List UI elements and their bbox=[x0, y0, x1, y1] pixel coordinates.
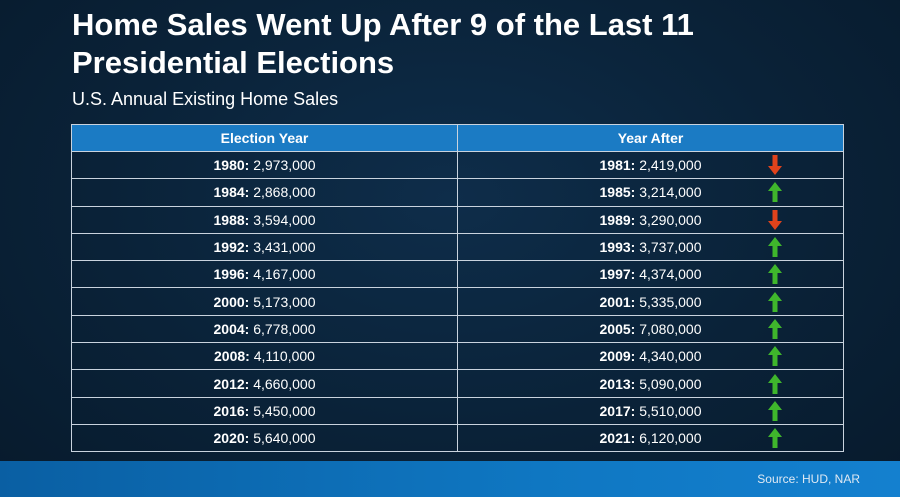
up-arrow-icon bbox=[768, 237, 782, 258]
year-label: 2016: bbox=[213, 402, 250, 419]
sales-value: 4,660,000 bbox=[253, 375, 316, 392]
table-row: 2008: 4,110,000 2009: 4,340,000 bbox=[71, 342, 844, 371]
year-label: 1980: bbox=[213, 157, 250, 174]
sales-value: 4,374,000 bbox=[639, 266, 702, 283]
up-arrow-icon bbox=[768, 373, 782, 394]
up-arrow-icon bbox=[768, 428, 782, 449]
year-label: 1989: bbox=[599, 211, 636, 228]
table-row: 2000: 5,173,000 2001: 5,335,000 bbox=[71, 287, 844, 316]
year-after-cell: 1993: 3,737,000 bbox=[457, 232, 844, 262]
sales-value: 2,419,000 bbox=[639, 157, 702, 174]
footer-bar: Source: HUD, NAR bbox=[0, 461, 900, 497]
year-label: 2013: bbox=[599, 375, 636, 392]
table-row: 2020: 5,640,000 2021: 6,120,000 bbox=[71, 423, 844, 453]
table-row: 1980: 2,973,000 1981: 2,419,000 bbox=[71, 150, 844, 180]
year-after-cell: 2017: 5,510,000 bbox=[457, 396, 844, 425]
column-header-year-after: Year After bbox=[457, 124, 844, 152]
up-arrow-icon bbox=[768, 182, 782, 203]
year-label: 2000: bbox=[213, 293, 250, 310]
sales-value: 2,868,000 bbox=[253, 184, 316, 201]
sales-value: 4,167,000 bbox=[253, 266, 316, 283]
up-arrow-icon bbox=[768, 318, 782, 339]
year-label: 2012: bbox=[213, 375, 250, 392]
year-label: 1992: bbox=[213, 239, 250, 256]
sales-value: 5,450,000 bbox=[253, 402, 316, 419]
sales-value: 3,431,000 bbox=[253, 239, 316, 256]
sales-value: 4,340,000 bbox=[639, 348, 702, 365]
table-row: 2016: 5,450,000 2017: 5,510,000 bbox=[71, 396, 844, 425]
year-label: 1996: bbox=[213, 266, 250, 283]
year-after-cell: 2001: 5,335,000 bbox=[457, 287, 844, 316]
sales-value: 3,737,000 bbox=[639, 239, 702, 256]
sales-value: 3,290,000 bbox=[639, 211, 702, 228]
year-label: 2004: bbox=[213, 320, 250, 337]
year-label: 2021: bbox=[599, 430, 636, 447]
table-body: 1980: 2,973,000 1981: 2,419,000 1984: 2,86… bbox=[71, 150, 844, 453]
table-row: 2004: 6,778,000 2005: 7,080,000 bbox=[71, 314, 844, 344]
down-arrow-icon bbox=[768, 155, 782, 176]
home-sales-table: Election Year Year After 1980: 2,973,000… bbox=[71, 124, 844, 453]
year-label: 1997: bbox=[599, 266, 636, 283]
year-label: 2009: bbox=[599, 348, 636, 365]
election-year-cell: 1996: 4,167,000 bbox=[71, 260, 458, 289]
up-arrow-icon bbox=[768, 264, 782, 285]
election-year-cell: 2008: 4,110,000 bbox=[71, 342, 458, 371]
sales-value: 2,973,000 bbox=[253, 157, 316, 174]
year-after-cell: 1989: 3,290,000 bbox=[457, 205, 844, 234]
table-row: 2012: 4,660,000 2013: 5,090,000 bbox=[71, 369, 844, 398]
up-arrow-icon bbox=[768, 291, 782, 312]
table-row: 1988: 3,594,000 1989: 3,290,000 bbox=[71, 205, 844, 234]
election-year-cell: 1980: 2,973,000 bbox=[71, 150, 458, 180]
sales-value: 5,335,000 bbox=[639, 293, 702, 310]
down-arrow-icon bbox=[768, 209, 782, 230]
sales-value: 5,090,000 bbox=[639, 375, 702, 392]
source-note: Source: HUD, NAR bbox=[757, 472, 860, 486]
up-arrow-icon bbox=[768, 346, 782, 367]
sales-value: 6,120,000 bbox=[639, 430, 702, 447]
year-after-cell: 2013: 5,090,000 bbox=[457, 369, 844, 398]
column-header-election-year: Election Year bbox=[71, 124, 458, 152]
election-year-cell: 2016: 5,450,000 bbox=[71, 396, 458, 425]
sales-value: 5,510,000 bbox=[639, 402, 702, 419]
election-year-cell: 1984: 2,868,000 bbox=[71, 178, 458, 207]
year-label: 1993: bbox=[599, 239, 636, 256]
sales-value: 3,214,000 bbox=[639, 184, 702, 201]
year-after-cell: 2005: 7,080,000 bbox=[457, 314, 844, 344]
chart-subtitle: U.S. Annual Existing Home Sales bbox=[72, 89, 339, 109]
election-year-cell: 1992: 3,431,000 bbox=[71, 232, 458, 262]
election-year-cell: 1988: 3,594,000 bbox=[71, 205, 458, 234]
year-label: 1985: bbox=[599, 184, 636, 201]
election-year-cell: 2000: 5,173,000 bbox=[71, 287, 458, 316]
sales-value: 5,173,000 bbox=[253, 293, 316, 310]
up-arrow-icon bbox=[768, 400, 782, 421]
year-after-cell: 1981: 2,419,000 bbox=[457, 150, 844, 180]
chart-title: Home Sales Went Up After 9 of the Last 1… bbox=[72, 7, 694, 80]
year-after-cell: 2021: 6,120,000 bbox=[457, 423, 844, 453]
year-label: 1984: bbox=[213, 184, 250, 201]
year-label: 2001: bbox=[599, 293, 636, 310]
year-after-cell: 1997: 4,374,000 bbox=[457, 260, 844, 289]
election-year-cell: 2020: 5,640,000 bbox=[71, 423, 458, 453]
year-after-cell: 2009: 4,340,000 bbox=[457, 342, 844, 371]
year-after-cell: 1985: 3,214,000 bbox=[457, 178, 844, 207]
sales-value: 6,778,000 bbox=[253, 320, 316, 337]
election-year-cell: 2004: 6,778,000 bbox=[71, 314, 458, 344]
table-row: 1984: 2,868,000 1985: 3,214,000 bbox=[71, 178, 844, 207]
year-label: 1981: bbox=[599, 157, 636, 174]
year-label: 1988: bbox=[213, 211, 250, 228]
table-row: 1992: 3,431,000 1993: 3,737,000 bbox=[71, 232, 844, 262]
year-label: 2005: bbox=[599, 320, 636, 337]
sales-value: 4,110,000 bbox=[253, 348, 315, 365]
year-label: 2017: bbox=[599, 402, 636, 419]
table-row: 1996: 4,167,000 1997: 4,374,000 bbox=[71, 260, 844, 289]
election-year-cell: 2012: 4,660,000 bbox=[71, 369, 458, 398]
year-label: 2008: bbox=[214, 348, 250, 365]
sales-value: 5,640,000 bbox=[253, 430, 316, 447]
year-label: 2020: bbox=[213, 430, 250, 447]
table-header-row: Election Year Year After bbox=[71, 124, 844, 152]
sales-value: 3,594,000 bbox=[253, 211, 316, 228]
sales-value: 7,080,000 bbox=[639, 320, 702, 337]
